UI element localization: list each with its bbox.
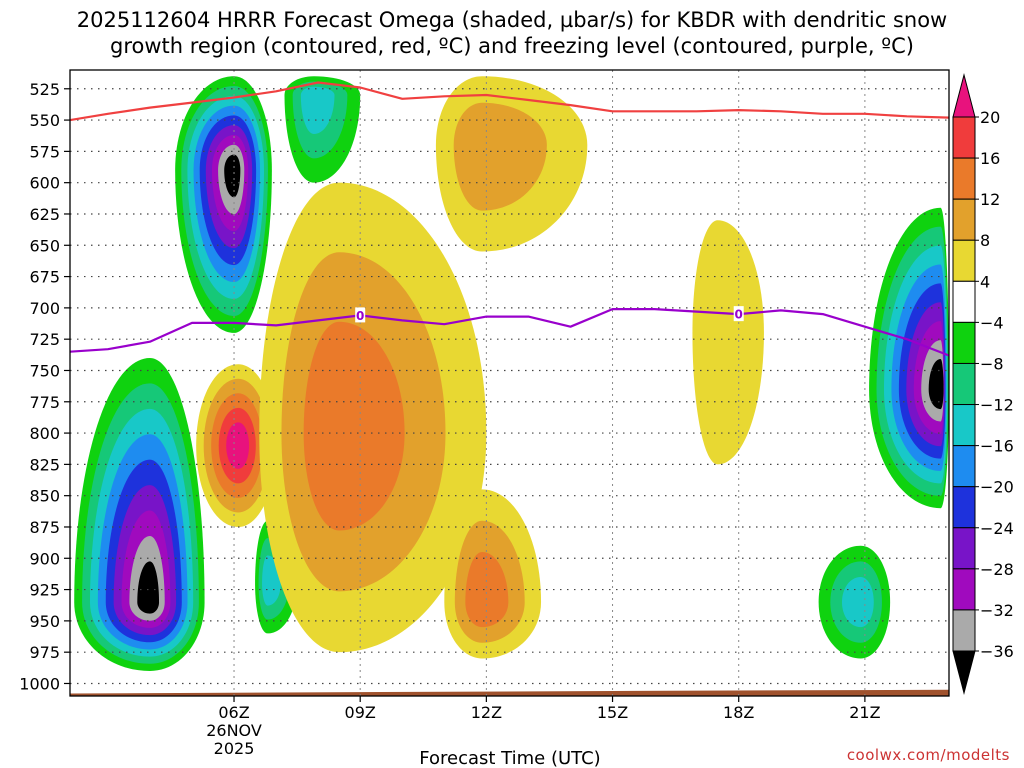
omega-feature-early-column-upward	[175, 76, 272, 333]
y-tick-label: 775	[29, 393, 60, 412]
chart-title-line2: growth region (contoured, red, ºC) and f…	[110, 34, 914, 58]
chart-title-line1: 2025112604 HRRR Forecast Omega (shaded, …	[77, 8, 947, 32]
grid-lines	[70, 70, 949, 696]
colorbar-label: −20	[980, 478, 1014, 497]
y-tick-label: 925	[29, 581, 60, 600]
omega-band	[928, 359, 944, 410]
x-axis-label: Forecast Time (UTC)	[419, 748, 600, 768]
omega-feature-mid-positive-lobe	[692, 220, 764, 465]
omega-band	[300, 86, 335, 134]
colorbar-label: −24	[980, 519, 1014, 538]
colorbar-swatch	[952, 198, 976, 241]
colorbar-swatch	[952, 280, 976, 323]
colorbar-label: 12	[980, 190, 1000, 209]
colorbar-swatch	[952, 445, 976, 488]
omega-band	[841, 577, 874, 628]
omega-feature-right-lower-green	[818, 545, 891, 659]
colorbar-label: −4	[980, 313, 1004, 332]
x-tick-year-label: 2025	[214, 739, 255, 758]
colorbar-label: −32	[980, 601, 1014, 620]
colorbar-label: −28	[980, 560, 1014, 579]
colorbar-swatch	[952, 404, 976, 447]
contour-label-gap	[355, 307, 366, 323]
y-tick-label: 700	[29, 299, 60, 318]
colorbar: 20 16 12 8 4 −4 −8 −12 −16 −20 −24 −28 −32 −36	[952, 73, 1014, 695]
credit-text: coolwx.com/modelts	[847, 746, 1010, 764]
colorbar-swatch	[952, 157, 976, 200]
y-tick-label: 750	[29, 361, 60, 380]
colorbar-swatch	[952, 116, 976, 159]
colorbar-label: −8	[980, 354, 1004, 373]
freezing-level-label: 0	[735, 308, 743, 322]
x-tick-label: 06Z	[218, 703, 249, 722]
y-tick-label: 525	[29, 80, 60, 99]
y-tick-label: 675	[29, 268, 60, 287]
y-tick-label: 850	[29, 487, 60, 506]
colorbar-label: 8	[980, 231, 990, 250]
x-tick-label: 12Z	[471, 703, 502, 722]
omega-band	[224, 154, 241, 198]
y-tick-label: 1000	[19, 674, 60, 693]
dendritic-growth-contour	[70, 81, 949, 122]
x-tick-label: 15Z	[597, 703, 628, 722]
y-tick-label: 625	[29, 205, 60, 224]
omega-feature-lower-left-upward	[74, 357, 205, 671]
y-tick-label: 600	[29, 174, 60, 193]
colorbar-swatch	[952, 527, 976, 570]
colorbar-label: 20	[980, 108, 1000, 127]
y-tick-label: 575	[29, 142, 60, 161]
y-tick-label: 950	[29, 612, 60, 631]
omega-feature-right-upward-column	[869, 207, 949, 509]
plot-frame	[69, 69, 950, 697]
colorbar-swatch	[952, 321, 976, 364]
omega-feature-upper-positive-plume	[435, 76, 588, 252]
y-tick-label: 725	[29, 330, 60, 349]
y-axis: 525 550 575 600 625 650 675 700 725 750 775 800 825 8…	[19, 80, 70, 693]
y-tick-label: 800	[29, 424, 60, 443]
colorbar-swatch	[952, 239, 976, 282]
colorbar-swatch	[952, 362, 976, 406]
colorbar-label: −12	[980, 396, 1014, 415]
x-tick-label: 21Z	[849, 703, 880, 722]
x-tick-label: 09Z	[345, 703, 376, 722]
omega-feature-early-column-teal-top	[284, 76, 361, 183]
omega-band	[465, 552, 509, 628]
y-tick-label: 825	[29, 455, 60, 474]
colorbar-label: −16	[980, 437, 1014, 456]
y-tick-label: 550	[29, 111, 60, 130]
y-tick-label: 900	[29, 549, 60, 568]
y-tick-label: 650	[29, 236, 60, 255]
colorbar-label: 4	[980, 272, 990, 291]
omega-band	[692, 220, 764, 465]
omega-feature-central-positive-band	[259, 182, 487, 653]
omega-band	[137, 561, 160, 614]
colorbar-swatch	[952, 609, 976, 652]
colorbar-arrow-bottom	[952, 650, 976, 695]
x-tick-date-label: 26NOV	[206, 721, 262, 740]
x-tick-label: 18Z	[723, 703, 754, 722]
omega-feature-lower-positive-cell	[444, 489, 542, 659]
omega-shading	[74, 76, 949, 671]
y-tick-label: 875	[29, 518, 60, 537]
omega-band	[303, 321, 405, 531]
freezing-level-contour	[70, 308, 949, 357]
freezing-level-label: 0	[356, 309, 364, 323]
terrain-band	[70, 689, 949, 696]
colorbar-label: −36	[980, 642, 1014, 661]
omega-feature-lower-left-downward-core	[196, 364, 277, 527]
colorbar-swatch	[952, 568, 976, 611]
omega-band	[226, 422, 250, 469]
contour-label-gap	[733, 306, 744, 322]
terrain-surface	[70, 689, 949, 696]
colorbar-arrow-top	[952, 73, 976, 118]
colorbar-label: 16	[980, 149, 1000, 168]
omega-band	[453, 102, 547, 211]
y-tick-label: 975	[29, 643, 60, 662]
colorbar-swatch	[952, 486, 976, 529]
